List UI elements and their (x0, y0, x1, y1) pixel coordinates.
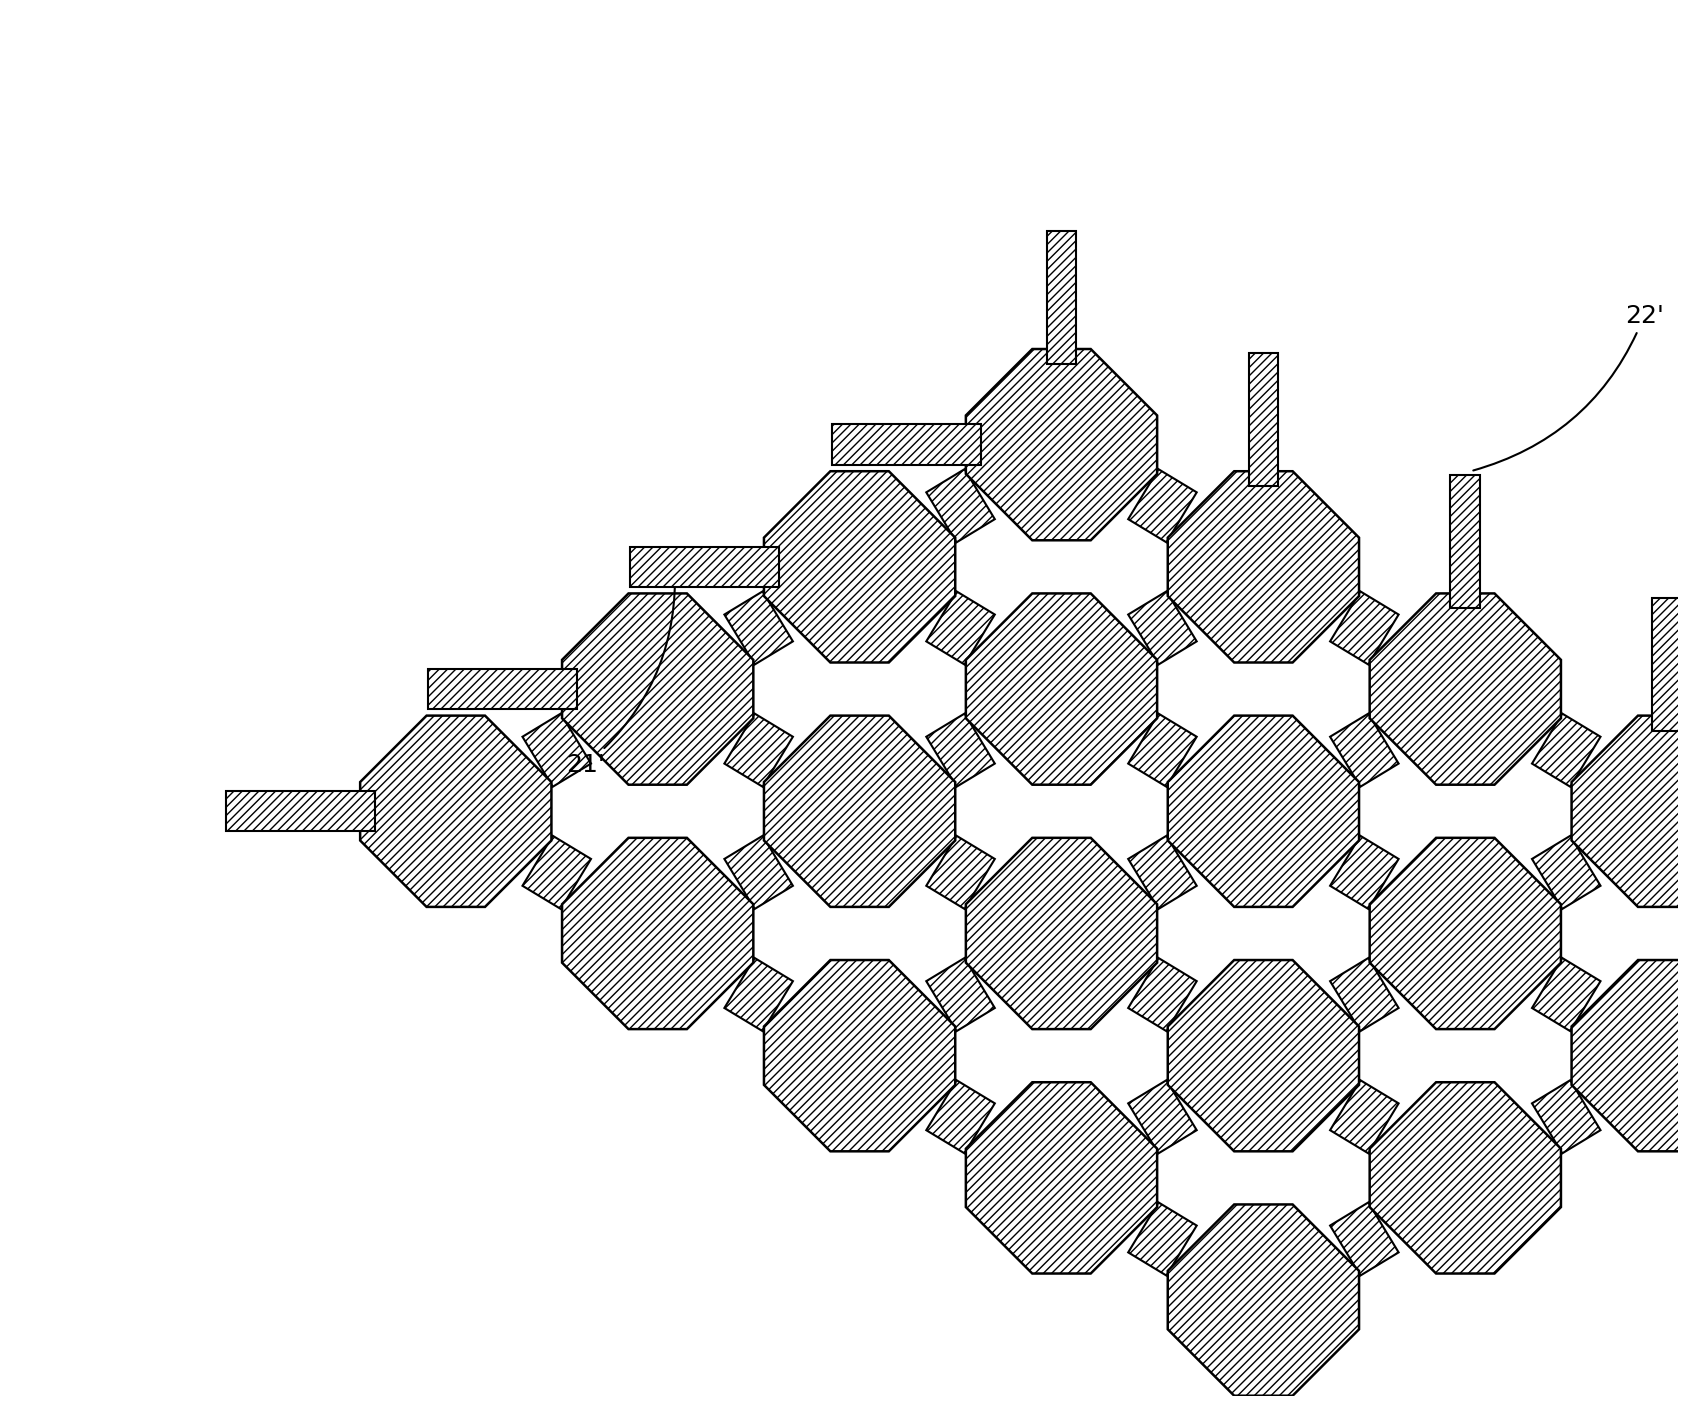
Polygon shape (1129, 957, 1196, 1031)
Polygon shape (631, 547, 779, 587)
Polygon shape (965, 594, 1157, 785)
Polygon shape (1369, 838, 1561, 1029)
Polygon shape (927, 591, 994, 664)
Polygon shape (1167, 471, 1359, 663)
Polygon shape (562, 838, 754, 1029)
Polygon shape (429, 668, 577, 709)
Polygon shape (1167, 960, 1359, 1152)
Polygon shape (562, 594, 754, 785)
Polygon shape (927, 470, 994, 543)
Polygon shape (1330, 713, 1399, 787)
Polygon shape (1532, 957, 1601, 1031)
Polygon shape (523, 713, 590, 787)
Polygon shape (1248, 354, 1278, 486)
Polygon shape (1330, 1080, 1399, 1153)
Polygon shape (927, 836, 994, 909)
Polygon shape (1167, 1204, 1359, 1396)
Polygon shape (360, 716, 552, 907)
Polygon shape (1330, 836, 1399, 909)
Polygon shape (1046, 231, 1076, 364)
Polygon shape (1571, 960, 1682, 1152)
Polygon shape (1129, 591, 1196, 664)
Polygon shape (1571, 716, 1682, 907)
Polygon shape (965, 838, 1157, 1029)
Polygon shape (1129, 470, 1196, 543)
Polygon shape (1129, 1203, 1196, 1276)
Polygon shape (1369, 594, 1561, 785)
Polygon shape (965, 350, 1157, 540)
Polygon shape (1532, 713, 1601, 787)
Polygon shape (1652, 598, 1682, 730)
Polygon shape (927, 957, 994, 1031)
Polygon shape (927, 713, 994, 787)
Polygon shape (1330, 957, 1399, 1031)
Polygon shape (725, 957, 792, 1031)
Polygon shape (764, 960, 955, 1152)
Polygon shape (1532, 1080, 1601, 1153)
Polygon shape (1167, 716, 1359, 907)
Polygon shape (764, 716, 955, 907)
Text: 21': 21' (567, 567, 674, 777)
Polygon shape (725, 836, 792, 909)
Polygon shape (1129, 713, 1196, 787)
Polygon shape (1129, 836, 1196, 909)
Polygon shape (1330, 591, 1399, 664)
Polygon shape (833, 424, 981, 465)
Polygon shape (1129, 1080, 1196, 1153)
Polygon shape (227, 791, 375, 832)
Polygon shape (523, 836, 590, 909)
Polygon shape (927, 1080, 994, 1153)
Polygon shape (1532, 836, 1601, 909)
Polygon shape (725, 713, 792, 787)
Polygon shape (1450, 475, 1480, 608)
Polygon shape (764, 471, 955, 663)
Polygon shape (965, 1083, 1157, 1273)
Text: 22': 22' (1473, 303, 1663, 471)
Polygon shape (1330, 1203, 1399, 1276)
Polygon shape (1369, 1083, 1561, 1273)
Polygon shape (725, 591, 792, 664)
